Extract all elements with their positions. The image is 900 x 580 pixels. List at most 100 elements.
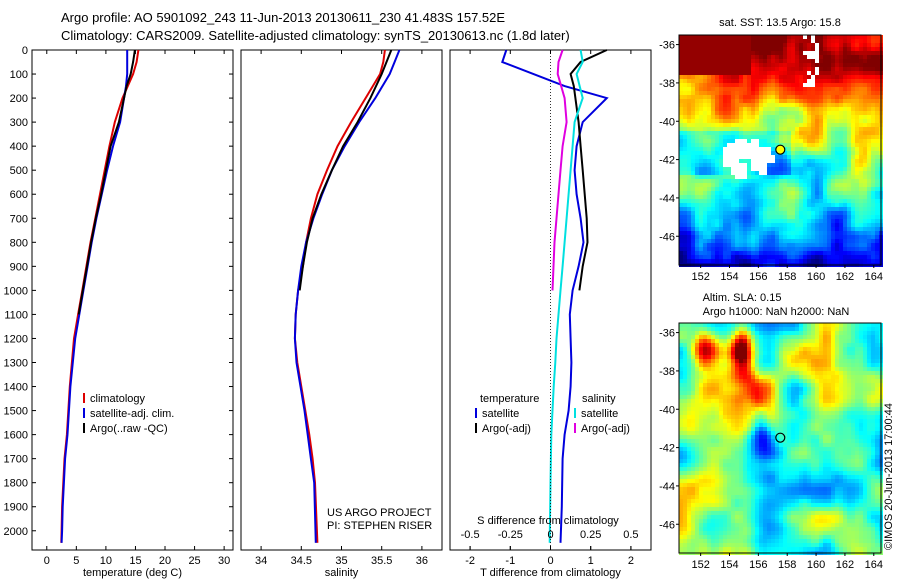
- map-cell: [847, 407, 851, 411]
- map-cell: [875, 143, 879, 147]
- map-cell: [787, 139, 791, 143]
- map-cell: [787, 419, 791, 423]
- map-cell: [851, 439, 855, 443]
- map-cell: [763, 363, 767, 367]
- figure-title-line2: Climatology: CARS2009. Satellite-adjuste…: [61, 28, 570, 43]
- map-cell: [823, 75, 827, 79]
- map-cell: [771, 187, 775, 191]
- map-cell: [835, 99, 839, 103]
- map-cell: [787, 347, 791, 351]
- map-cell: [695, 175, 699, 179]
- map-cell: [687, 155, 691, 159]
- map-cell: [827, 367, 831, 371]
- map-cell: [763, 431, 767, 435]
- map-cell: [851, 95, 855, 99]
- map-cell: [855, 167, 859, 171]
- map-cell: [819, 167, 823, 171]
- map-cell: [855, 379, 859, 383]
- map-cell: [807, 391, 811, 395]
- map-cell: [819, 231, 823, 235]
- map-cell: [711, 79, 715, 83]
- map-cell: [847, 431, 851, 435]
- map-cell: [799, 455, 803, 459]
- map-cell: [723, 243, 727, 247]
- map-cell: [847, 199, 851, 203]
- map-cell: [871, 391, 875, 395]
- map-cell: [679, 447, 683, 451]
- map-cell: [847, 127, 851, 131]
- map-cell: [867, 75, 871, 79]
- map-cell: [699, 159, 703, 163]
- map-cell: [863, 343, 867, 347]
- map-cell: [831, 359, 835, 363]
- map-cell: [683, 451, 687, 455]
- map-cell: [859, 107, 863, 111]
- map-cell: [695, 239, 699, 243]
- map-cell: [691, 67, 695, 71]
- map-cell: [763, 359, 767, 363]
- map-cell: [835, 47, 839, 51]
- map-cell: [767, 403, 771, 407]
- map-cell: [699, 167, 703, 171]
- map-cell: [843, 171, 847, 175]
- map-cell: [843, 99, 847, 103]
- map-cell: [747, 451, 751, 455]
- map-cell: [823, 67, 827, 71]
- map-cell: [683, 139, 687, 143]
- map-cell: [811, 63, 815, 67]
- map-cell: [707, 99, 711, 103]
- map-cell: [711, 183, 715, 187]
- map-cell: [775, 67, 779, 71]
- map-cell: [735, 355, 739, 359]
- map-cell: [775, 219, 779, 223]
- map-cell: [735, 395, 739, 399]
- map-cell: [771, 443, 775, 447]
- map-cell: [831, 123, 835, 127]
- map-cell: [871, 211, 875, 215]
- map-cell: [851, 147, 855, 151]
- map-cell: [847, 95, 851, 99]
- map-cell: [779, 183, 783, 187]
- map-cell: [751, 391, 755, 395]
- map-cell: [747, 455, 751, 459]
- map-cell: [803, 367, 807, 371]
- map-cell: [699, 255, 703, 259]
- map-cell: [767, 355, 771, 359]
- map-cell: [815, 79, 819, 83]
- map-cell: [751, 375, 755, 379]
- map-cell: [839, 175, 843, 179]
- map-cell: [855, 215, 859, 219]
- map-cell: [687, 115, 691, 119]
- map-cell: [851, 171, 855, 175]
- map-cell: [799, 355, 803, 359]
- map-cell: [815, 171, 819, 175]
- map-cell: [687, 395, 691, 399]
- map-cell: [751, 119, 755, 123]
- map-cell: [735, 87, 739, 91]
- map-cell: [831, 431, 835, 435]
- map-cell: [711, 447, 715, 451]
- map-cell: [863, 399, 867, 403]
- map-cell: [807, 363, 811, 367]
- map-cell: [711, 459, 715, 463]
- map-cell: [691, 371, 695, 375]
- map-cell: [731, 411, 735, 415]
- map-cell: [871, 131, 875, 135]
- map-cell: [695, 179, 699, 183]
- map-cell: [815, 87, 819, 91]
- map-cell: [875, 163, 879, 167]
- map-cell: [743, 111, 747, 115]
- map-cell: [695, 39, 699, 43]
- map-cell: [795, 55, 799, 59]
- map-cell: [839, 431, 843, 435]
- map-cell: [863, 171, 867, 175]
- map-cell: [691, 39, 695, 43]
- map-cell: [815, 335, 819, 339]
- map-cell: [803, 67, 807, 71]
- map-cell: [727, 131, 731, 135]
- map-cell: [843, 323, 847, 327]
- map-cell: [723, 131, 727, 135]
- map-cell: [807, 335, 811, 339]
- map-cell: [735, 187, 739, 191]
- map-cell: [819, 119, 823, 123]
